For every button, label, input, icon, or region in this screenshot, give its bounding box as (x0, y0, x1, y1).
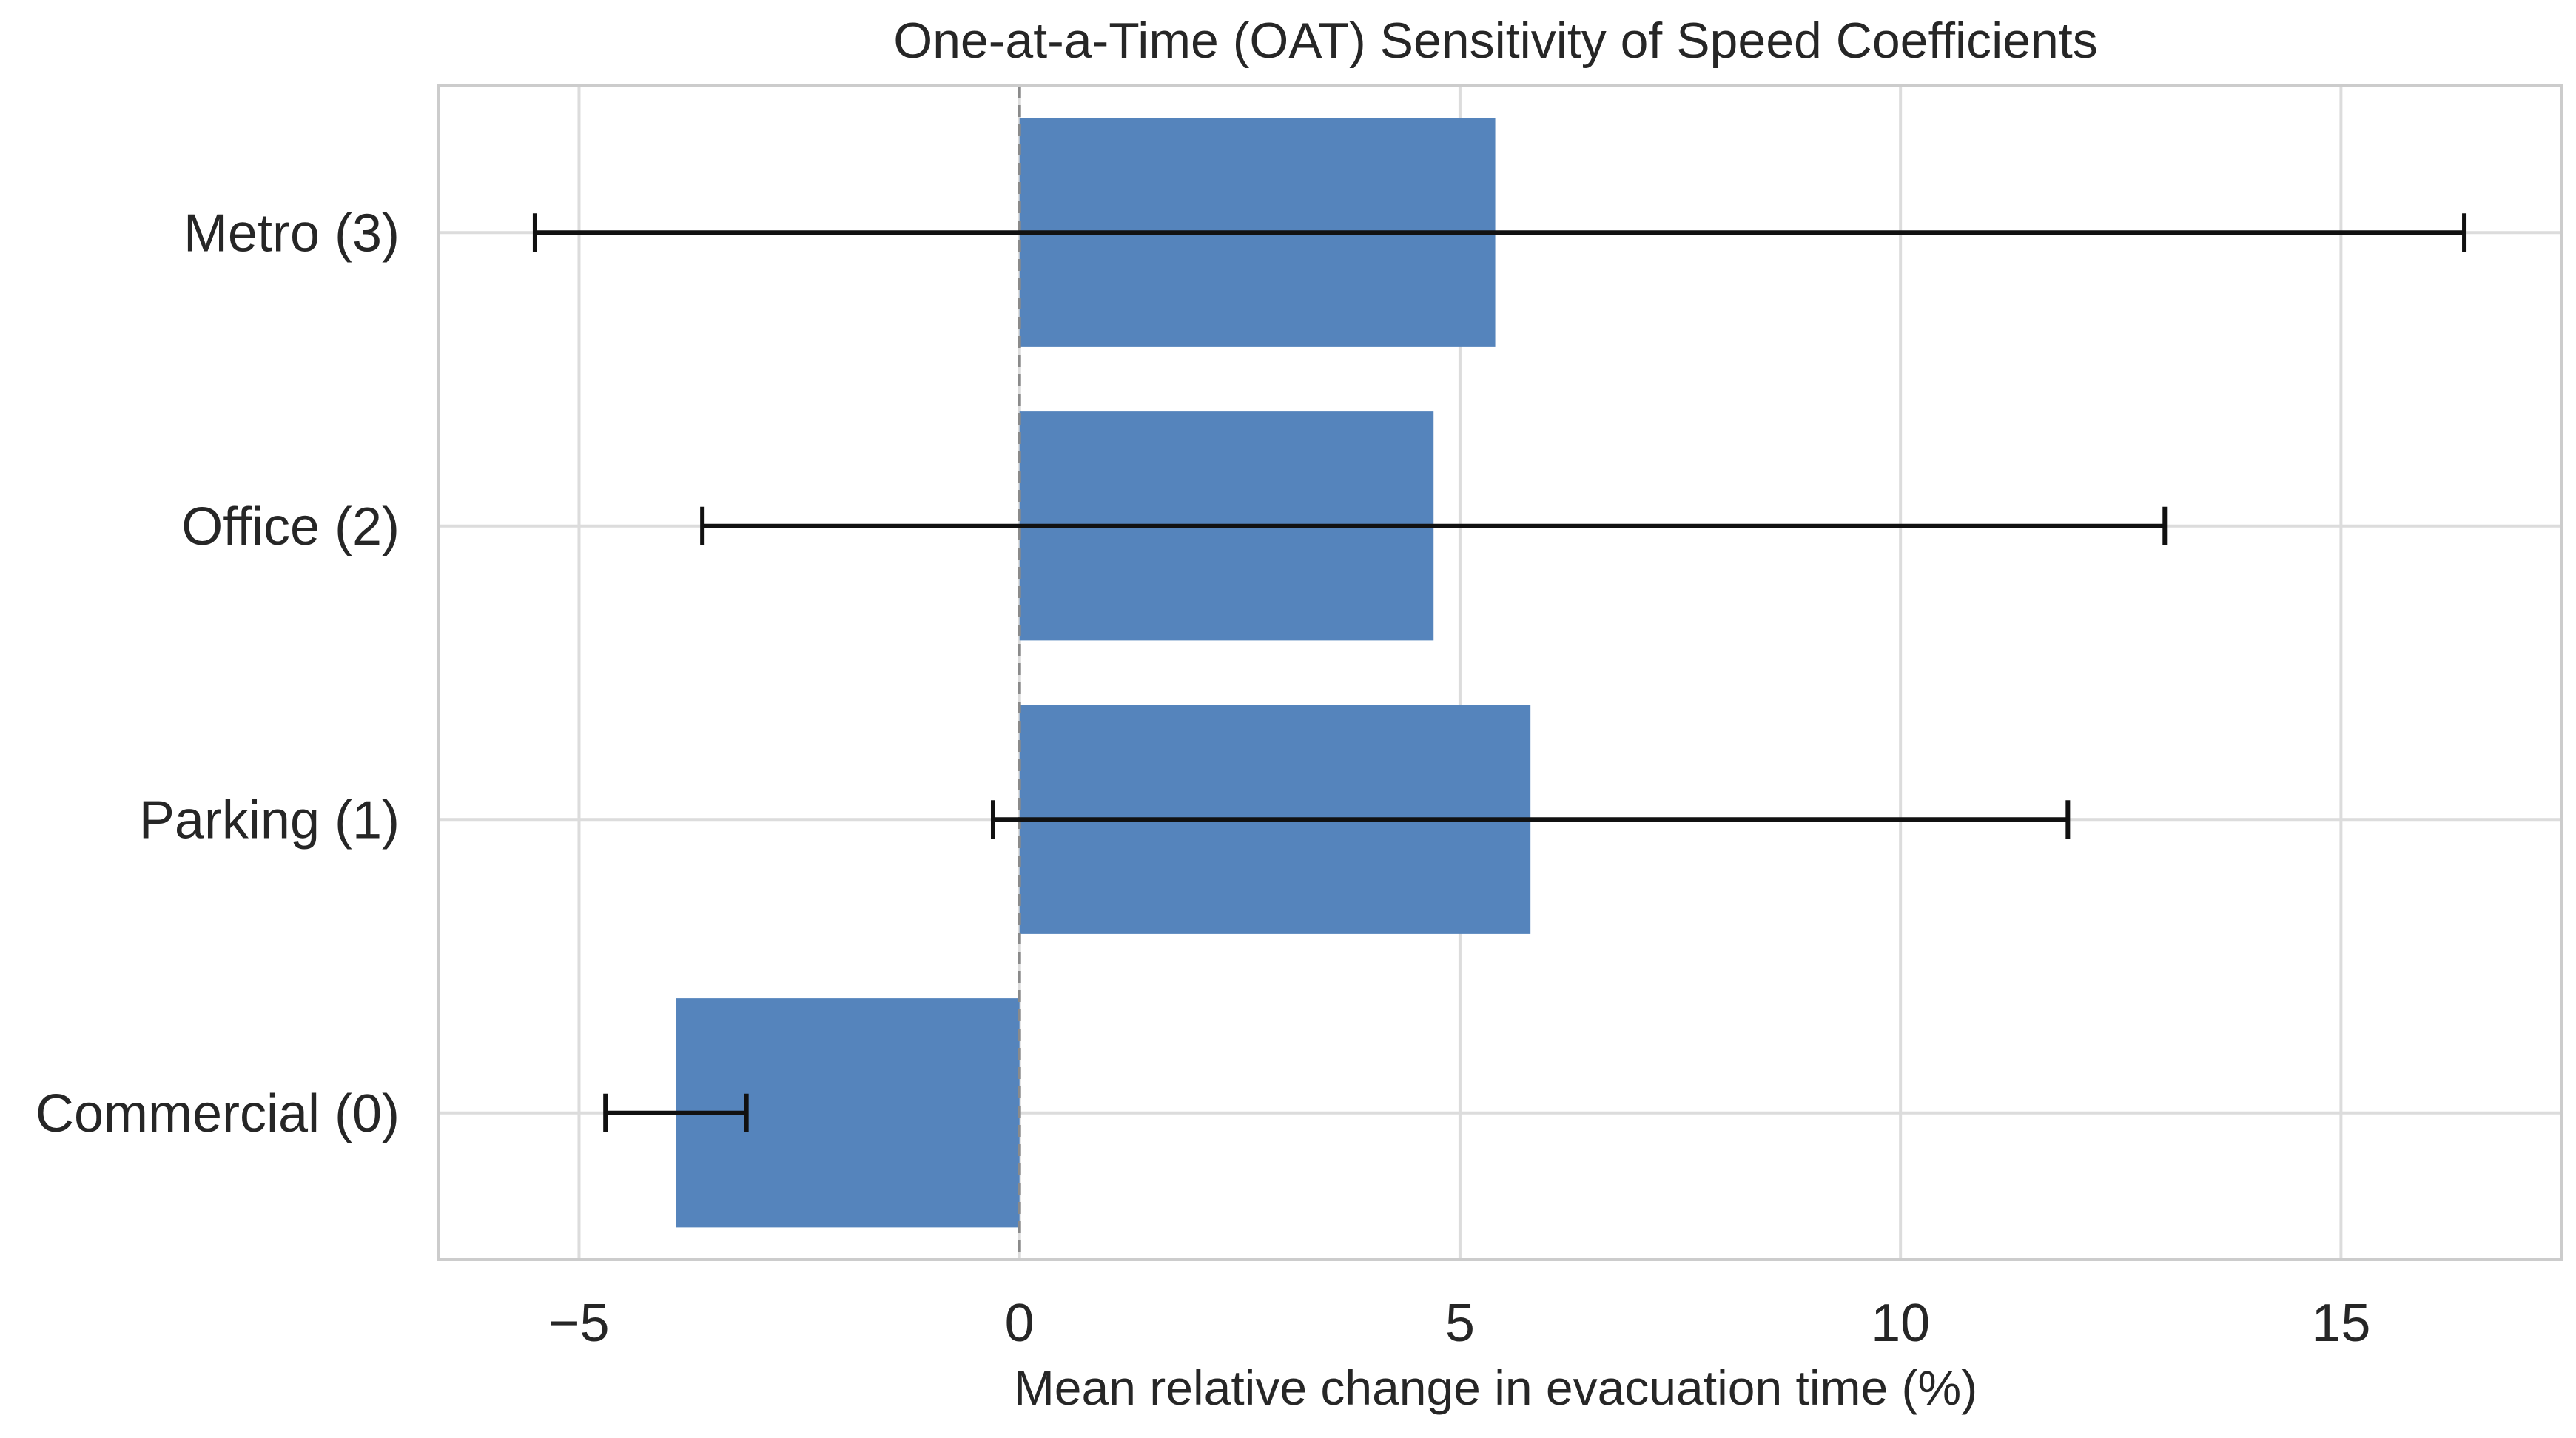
x-axis-label: Mean relative change in evacuation time … (1014, 1360, 1977, 1415)
y-tick-label: Commercial (0) (36, 1084, 400, 1143)
x-tick-label: −5 (548, 1294, 609, 1353)
x-tick-label: 5 (1445, 1294, 1475, 1353)
error-bars (532, 213, 2467, 1132)
y-tick-label: Office (2) (181, 497, 400, 557)
x-tick-label: 10 (1871, 1294, 1930, 1353)
y-tick-label: Metro (3) (184, 204, 400, 263)
x-tick-label: 15 (2311, 1294, 2370, 1353)
plot-frame (437, 84, 2563, 1261)
chart-title: One-at-a-Time (OAT) Sensitivity of Speed… (893, 13, 2098, 69)
y-tick-labels: Commercial (0) Parking (1) Office (2) Metro… (36, 204, 400, 1143)
y-tick-label: Parking (1) (139, 790, 400, 850)
x-tick-label: 0 (1005, 1294, 1035, 1353)
x-tick-labels: −5 0 5 10 15 (548, 1294, 2370, 1353)
